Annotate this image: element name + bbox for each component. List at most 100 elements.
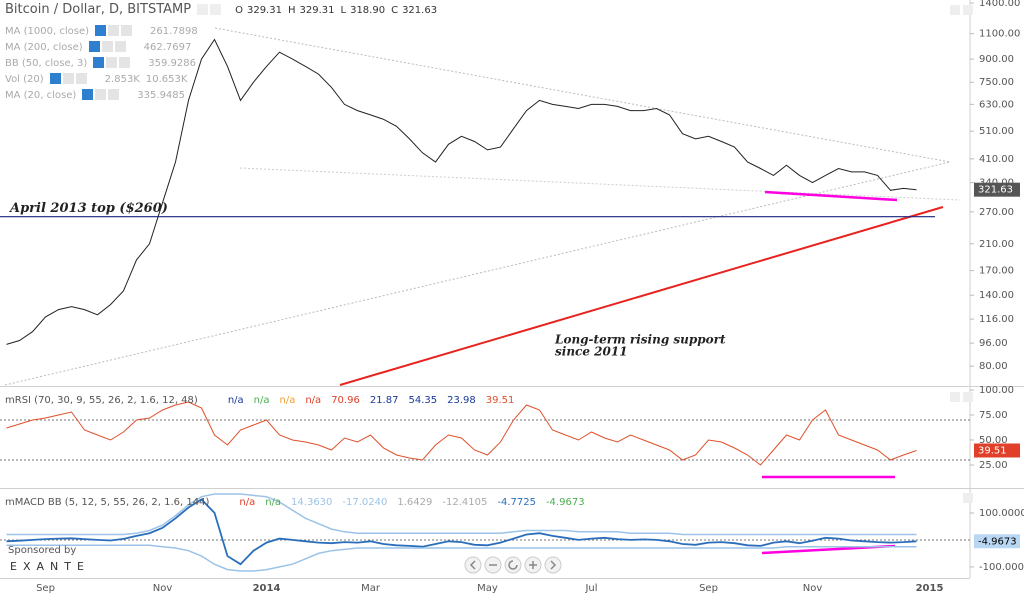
- trend-line: [214, 27, 951, 163]
- reference-label: April 2013 top ($260): [8, 201, 168, 216]
- series-line: [6, 544, 917, 572]
- x-tick-label: 2014: [253, 583, 281, 594]
- x-tick-label: Nov: [803, 583, 823, 594]
- y-tick-label: 270.00: [979, 207, 1014, 218]
- x-tick-label: Nov: [153, 583, 173, 594]
- price-tag-label: 321.63: [978, 185, 1013, 196]
- y-tick-label: 170.00: [979, 266, 1014, 277]
- icon-eye: [82, 89, 94, 100]
- y-tick-label: 96.00: [979, 338, 1008, 349]
- series-line: [6, 498, 917, 566]
- indicator-readout: -4.9673: [545, 497, 585, 508]
- nav-buttons: [464, 556, 562, 574]
- nav-reset[interactable]: [504, 556, 522, 574]
- x-tick-label: May: [477, 583, 498, 594]
- icon: [210, 4, 222, 15]
- icon: [108, 25, 120, 36]
- y-tick-label: -100.0000: [979, 562, 1024, 573]
- y-tick-label: 116.00: [979, 314, 1014, 325]
- button[interactable]: [963, 392, 973, 402]
- indicator-row: MA (200, close) 462.7697: [5, 41, 197, 53]
- indicator-row: Vol (20) 2.853K 10.653K: [5, 73, 193, 85]
- indicator-readout: -12.4105: [442, 497, 488, 508]
- nav-next[interactable]: [544, 556, 562, 574]
- nav-icon: [508, 560, 518, 570]
- indicator-readout: n/a: [265, 497, 282, 508]
- indicator-readout: n/a: [279, 395, 296, 406]
- support-line: [339, 206, 944, 386]
- icon-eye: [95, 25, 107, 36]
- indicator-title: mMACD BB (5, 12, 5, 55, 26, 2, 1.6, 144)…: [5, 497, 595, 508]
- indicator-value: 462.7697: [143, 41, 192, 53]
- y-tick-label: 900.00: [979, 54, 1014, 65]
- icon: [114, 41, 126, 52]
- y-tick-label: 630.00: [979, 99, 1014, 110]
- y-tick-label: 100.00: [979, 385, 1014, 396]
- x-tick-label: 2015: [916, 583, 944, 594]
- indicator-value: 261.7898: [150, 25, 198, 37]
- indicator-readout: -17.0240: [342, 497, 388, 508]
- indicator-readout: n/a: [239, 497, 256, 508]
- y-tick-label: 75.00: [979, 410, 1008, 421]
- indicator-readout: 23.98: [447, 395, 476, 406]
- indicator-name: BB (50, close, 3): [5, 57, 88, 69]
- icon: [106, 57, 118, 68]
- ohlc-value: 318.90: [350, 5, 386, 16]
- button[interactable]: [950, 392, 960, 402]
- series-line: [6, 493, 917, 536]
- icon-eye: [88, 41, 100, 52]
- nav-prev[interactable]: [464, 556, 482, 574]
- series-line: [6, 401, 917, 466]
- sponsor-brand: EXANTE: [10, 560, 90, 573]
- icon: [62, 73, 74, 84]
- button[interactable]: [963, 493, 973, 503]
- annotation: since 2011: [555, 345, 628, 359]
- indicator-readout: -4.7725: [497, 497, 536, 508]
- ohlc-label: C: [391, 5, 399, 16]
- indicator-row: MA (20, close) 335.9485: [5, 89, 191, 101]
- nav-icons: [469, 560, 557, 570]
- indicator-value: 10.653K: [145, 73, 188, 85]
- button[interactable]: [950, 5, 960, 15]
- indicator-readout: n/a: [305, 395, 322, 406]
- ohlc-label: O: [235, 5, 243, 16]
- icon-eye: [49, 73, 61, 84]
- indicator-readout: n/a: [227, 395, 244, 406]
- trend-line: [239, 167, 961, 201]
- indicator-readout: 14.3630: [291, 497, 333, 508]
- indicator-name: MA (200, close): [5, 41, 83, 53]
- sponsor-box[interactable]: [0, 542, 115, 577]
- x-tick-label: Jul: [584, 583, 597, 594]
- icon: [101, 41, 113, 52]
- ohlc-value: 329.31: [246, 5, 282, 16]
- y-tick-label: 50.00: [979, 435, 1008, 446]
- indicator-name: mMACD BB (5, 12, 5, 55, 26, 2, 1.6, 144): [5, 497, 210, 508]
- header: Bitcoin / Dollar, D, BITSTAMP O 329.31 H 329…: [5, 2, 443, 17]
- annotation: Long-term rising support: [554, 333, 726, 347]
- indicator-readout: 21.87: [369, 395, 399, 406]
- icon: [108, 89, 120, 100]
- price-tag: [974, 443, 1020, 458]
- y-tick-label: 210.00: [979, 239, 1014, 250]
- y-tick-label: 140.00: [979, 290, 1014, 301]
- indicator-row: BB (50, close, 3) 359.9286: [5, 57, 202, 69]
- ohlc-value: 321.63: [402, 5, 438, 16]
- icon: [75, 73, 87, 84]
- indicator-readout: n/a: [253, 395, 270, 406]
- indicator-readout: 54.35: [408, 395, 438, 406]
- price-tag: [974, 534, 1020, 549]
- indicator-value: 335.9485: [137, 89, 186, 101]
- price-tag-label: -4.9673: [978, 536, 1017, 547]
- indicator-readout: 1.6429: [397, 497, 433, 508]
- y-tick-label: 1100.00: [979, 29, 1020, 40]
- y-tick-label: 80.00: [979, 361, 1008, 372]
- indicator-value: 359.9286: [148, 57, 196, 69]
- button[interactable]: [963, 5, 973, 15]
- x-tick-label: Sep: [699, 583, 718, 594]
- symbol-title: Bitcoin / Dollar, D, BITSTAMP: [5, 2, 192, 17]
- divergence-line: [764, 190, 898, 202]
- icon: [121, 25, 133, 36]
